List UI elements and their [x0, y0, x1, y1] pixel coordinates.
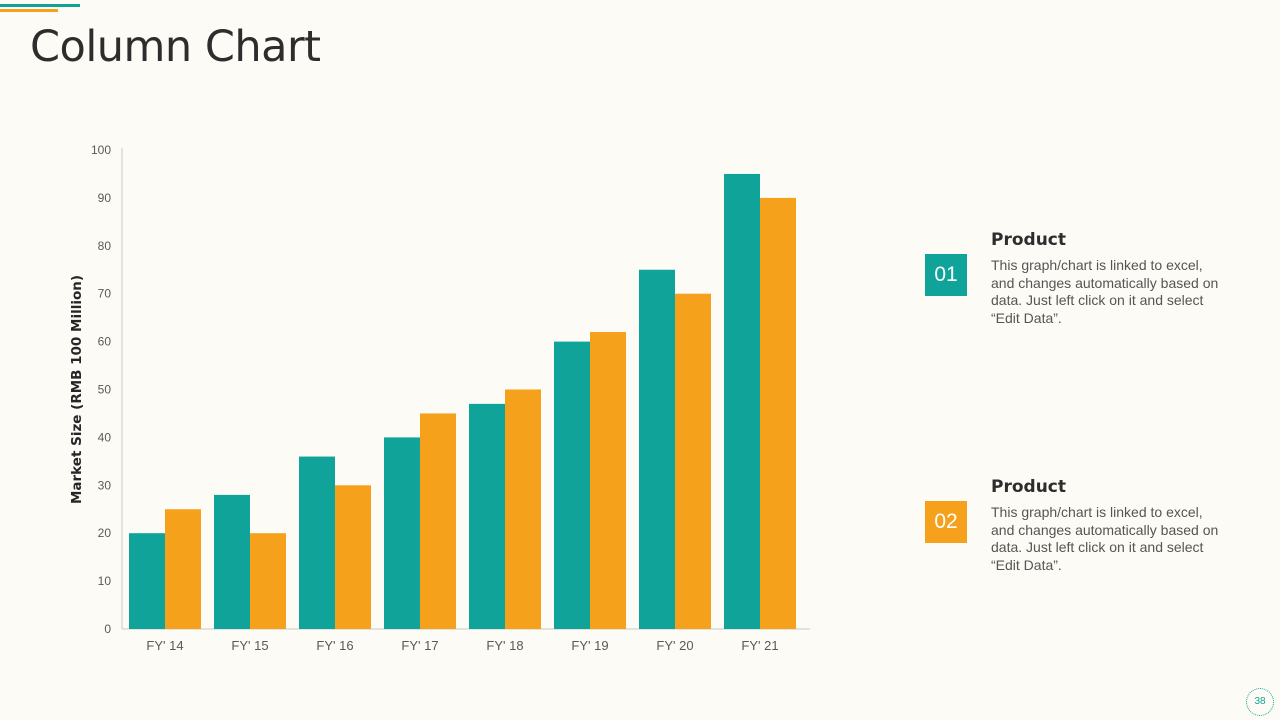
bar-2-fy15 [250, 533, 286, 629]
header-accent-line-orange [0, 9, 58, 12]
y-tick-label: 30 [98, 478, 112, 492]
header-accent-line-teal [0, 4, 80, 7]
bar-1-fy21 [724, 173, 760, 629]
legend-description-01: This graph/chart is linked to excel, and… [991, 257, 1219, 326]
x-tick-label: FY' 16 [316, 638, 353, 653]
x-tick-label: FY' 15 [231, 638, 268, 653]
bar-2-fy18 [505, 389, 541, 629]
bar-1-fy20 [639, 269, 675, 629]
bar-1-fy16 [299, 456, 335, 629]
bar-1-fy15 [214, 494, 250, 629]
y-axis-title: Market Size (RMB 100 Million) [69, 275, 85, 504]
x-tick-label: FY' 14 [146, 638, 183, 653]
bar-2-fy21 [760, 197, 796, 629]
bar-2-fy16 [335, 485, 371, 629]
y-tick-label: 100 [91, 143, 111, 157]
y-tick-label: 0 [104, 622, 111, 636]
legend-badge-02: 02 [925, 501, 967, 543]
y-tick-label: 10 [98, 574, 112, 588]
x-tick-label: FY' 21 [741, 638, 778, 653]
bar-2-fy20 [675, 293, 711, 629]
bar-2-fy19 [590, 332, 626, 629]
y-tick-label: 60 [98, 335, 112, 349]
y-tick-label: 20 [98, 526, 112, 540]
legend-description-02: This graph/chart is linked to excel, and… [991, 504, 1219, 573]
page-number: 38 [1246, 688, 1274, 716]
bar-1-fy14 [129, 533, 165, 629]
y-tick-label: 90 [98, 191, 112, 205]
bar-2-fy17 [420, 413, 456, 629]
x-tick-label: FY' 19 [571, 638, 608, 653]
x-tick-label: FY' 18 [486, 638, 523, 653]
y-tick-label: 70 [98, 287, 112, 301]
y-tick-label: 40 [98, 430, 112, 444]
bar-1-fy18 [469, 403, 505, 629]
bar-1-fy19 [554, 341, 590, 629]
y-tick-label: 80 [98, 239, 112, 253]
bar-2-fy14 [165, 509, 201, 629]
x-tick-label: FY' 17 [401, 638, 438, 653]
legend-title-01: Product [991, 230, 1066, 250]
x-tick-label: FY' 20 [656, 638, 693, 653]
page-title: Column Chart [30, 22, 321, 72]
legend-title-02: Product [991, 477, 1066, 497]
y-tick-label: 50 [98, 383, 112, 397]
legend-badge-01: 01 [925, 254, 967, 296]
bar-1-fy17 [384, 437, 420, 629]
